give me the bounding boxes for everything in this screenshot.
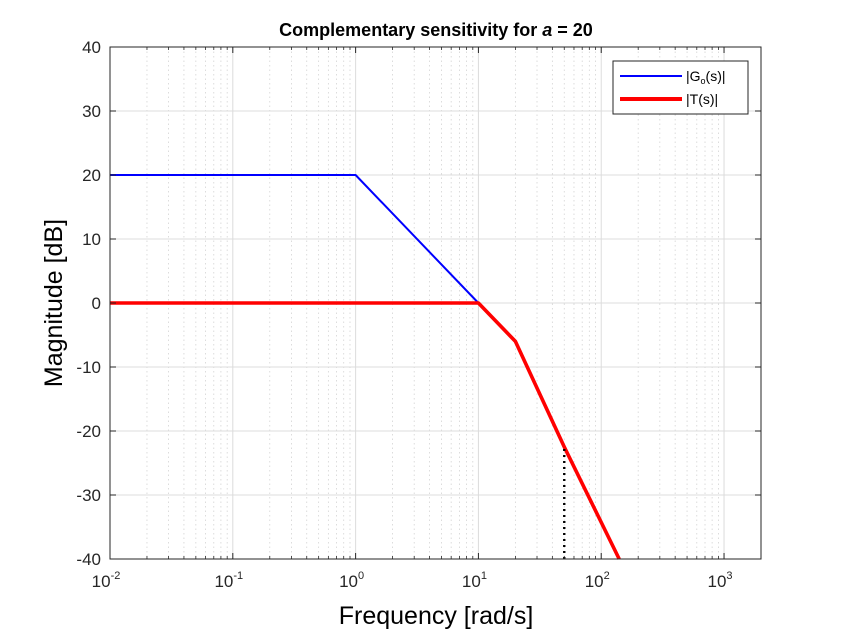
y-tick-label: 0 xyxy=(92,294,101,313)
x-axis-label: Frequency [rad/s] xyxy=(339,602,534,630)
x-tick-label: 102 xyxy=(585,570,610,591)
x-tick-label: 103 xyxy=(708,570,733,591)
y-tick-label: 30 xyxy=(82,102,101,121)
series-layer xyxy=(110,174,621,560)
series-go-line xyxy=(110,174,480,304)
legend-label-go: |Go(s)| xyxy=(686,68,726,86)
y-axis-label: Magnitude [dB] xyxy=(40,219,68,387)
legend-label-t: |T(s)| xyxy=(686,91,718,107)
y-tick-label: -30 xyxy=(76,486,101,505)
x-tick-label: 101 xyxy=(462,570,487,591)
tick-marks xyxy=(109,46,761,560)
x-tick-labels: 10-2 10-1 100 101 102 103 xyxy=(92,570,733,591)
chart-title: Complementary sensitivity for a = 20 xyxy=(279,20,593,40)
x-tick-label: 100 xyxy=(339,570,364,591)
legend-box xyxy=(612,60,749,115)
y-tick-label: 40 xyxy=(82,38,101,57)
y-tick-label: 20 xyxy=(82,166,101,185)
y-tick-label: 10 xyxy=(82,230,101,249)
y-tick-labels: 40 30 20 10 0 -10 -20 -30 -40 xyxy=(76,38,101,569)
series-t-line xyxy=(110,301,621,560)
y-tick-label: -10 xyxy=(76,358,101,377)
y-tick-label: -40 xyxy=(76,550,101,569)
x-tick-label: 10-1 xyxy=(214,570,243,591)
y-tick-label: -20 xyxy=(76,422,101,441)
legend: |Go(s)| |T(s)| xyxy=(612,60,749,115)
x-tick-label: 10-2 xyxy=(92,570,121,591)
